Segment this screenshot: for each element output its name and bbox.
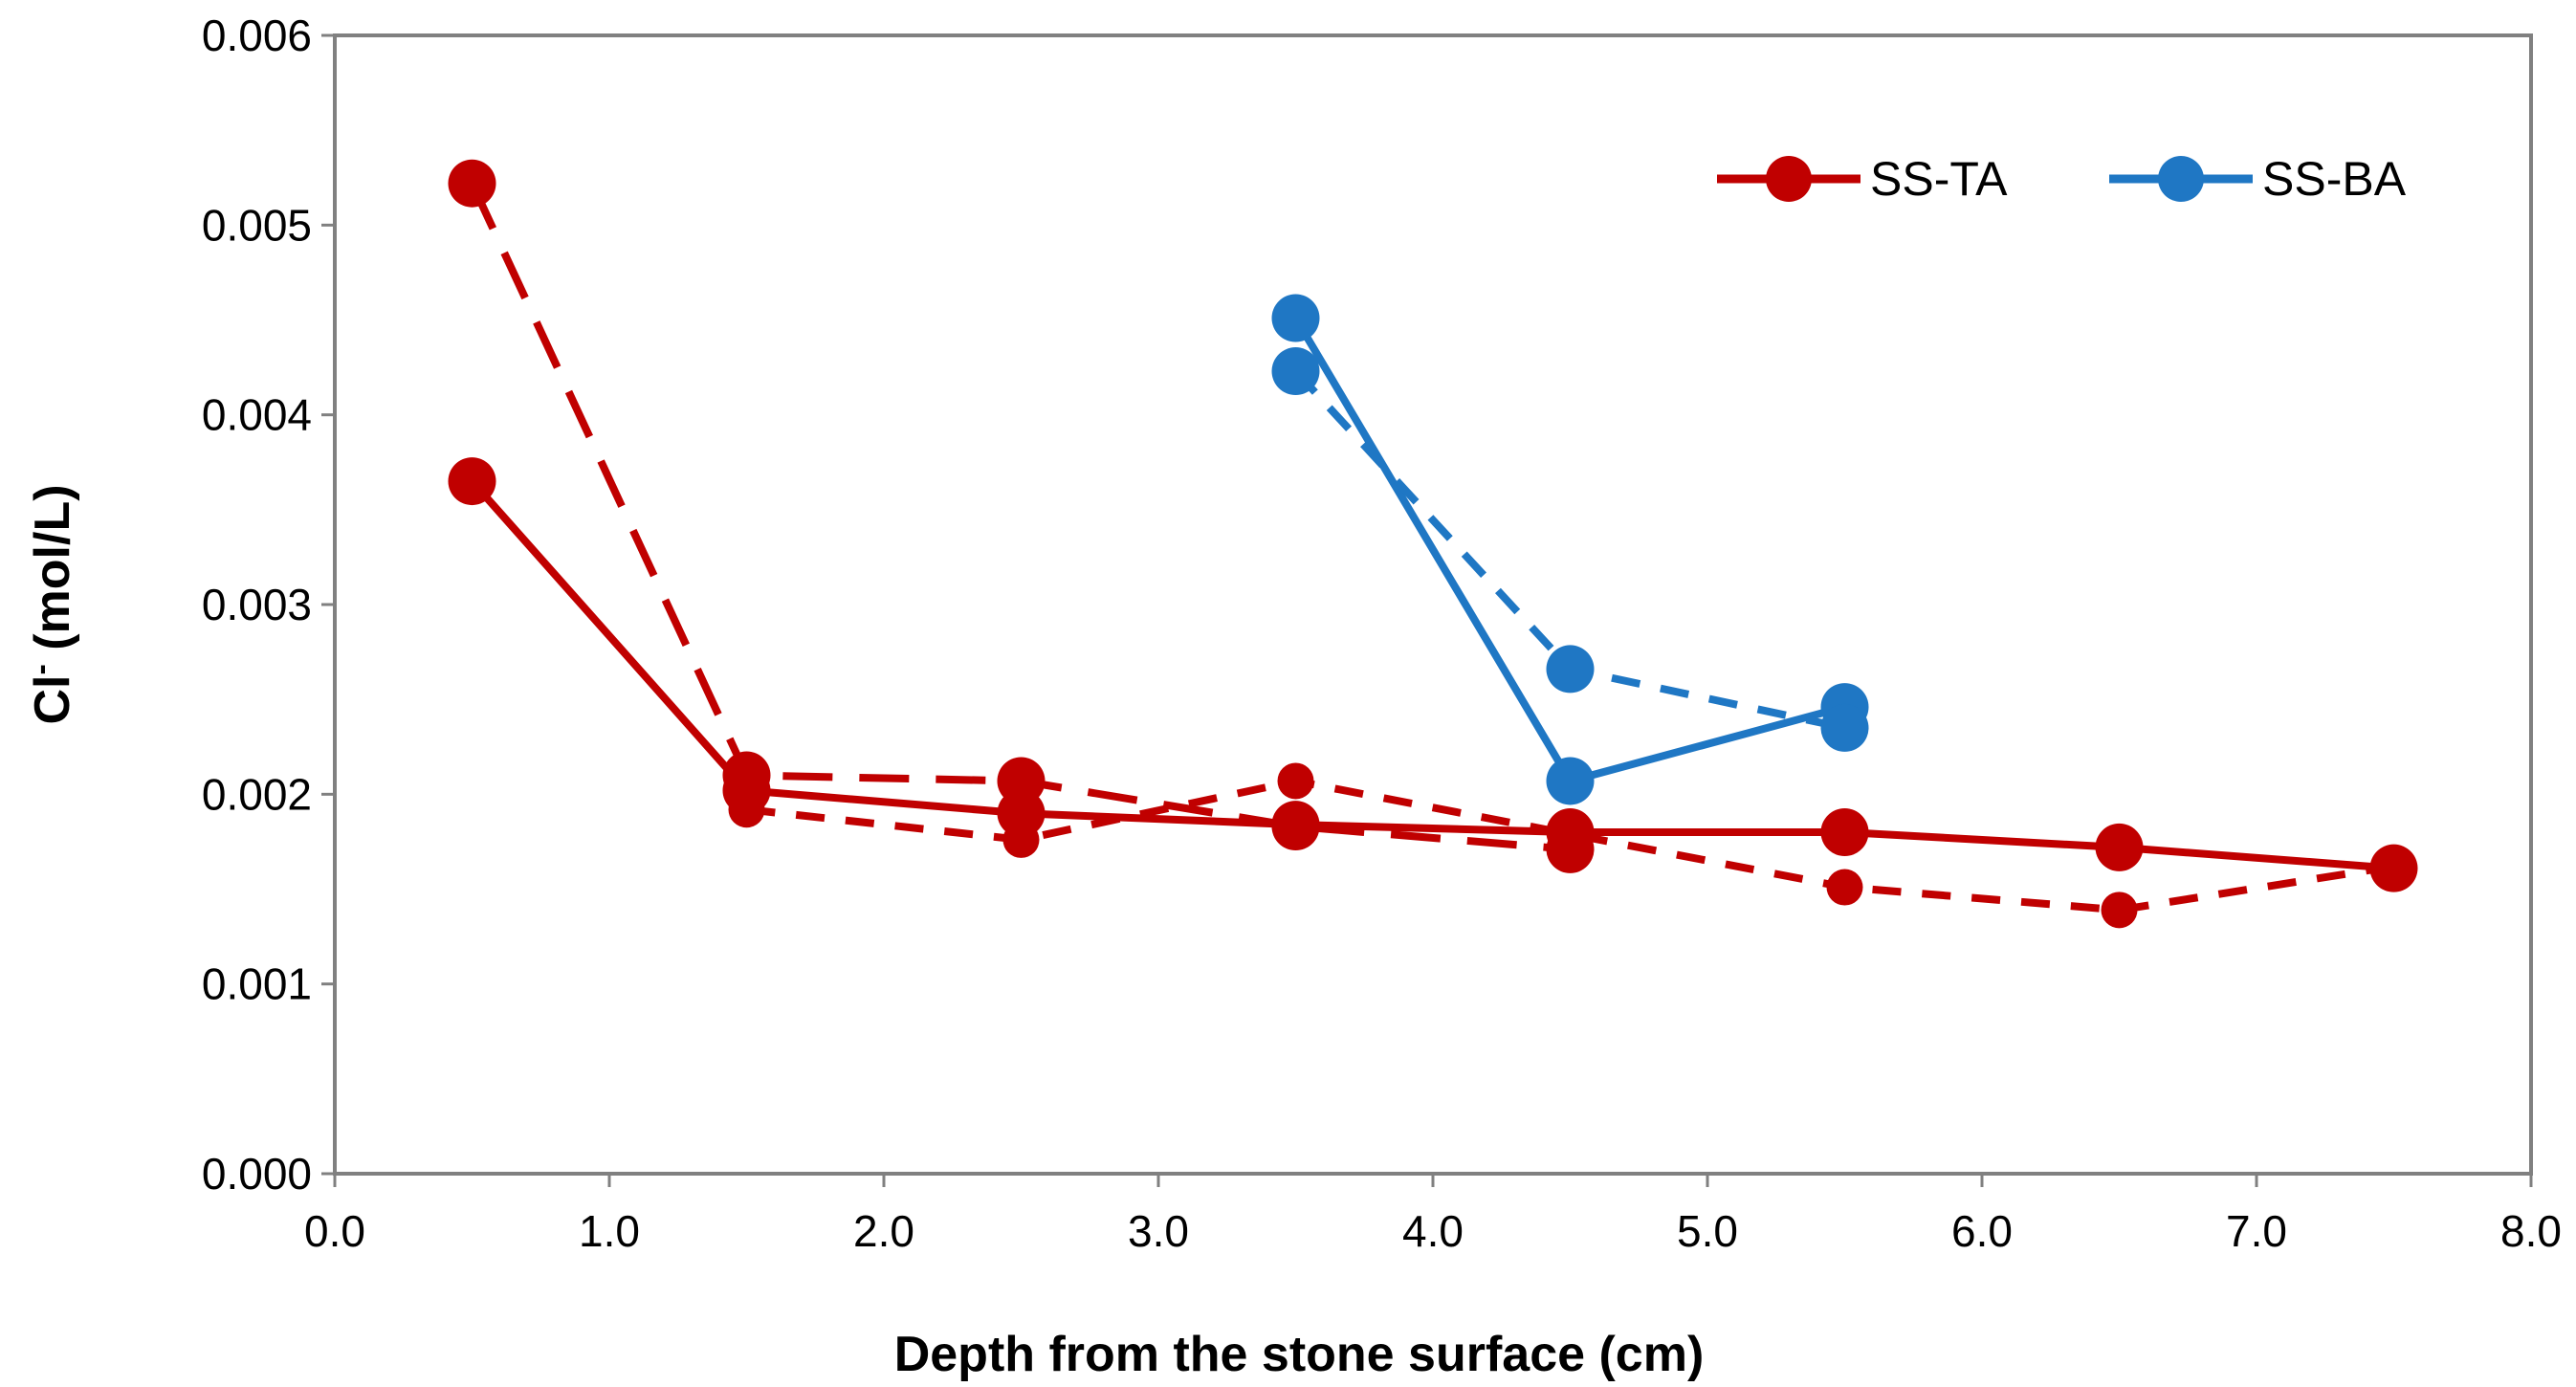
y-tick-label: 0.006 [202, 11, 312, 60]
data-point [722, 751, 771, 800]
x-axis: 0.0 1.0 2.0 3.0 4.0 5.0 6.0 7.0 8.0 [304, 1174, 2562, 1256]
data-point [1826, 869, 1863, 906]
y-tick-label: 0.001 [202, 959, 312, 1009]
data-point [448, 457, 496, 506]
x-tick-label: 8.0 [2500, 1206, 2562, 1256]
series-line [469, 478, 2394, 872]
y-axis-title-unit: (mol/L) [25, 484, 80, 664]
x-tick-label: 3.0 [1128, 1206, 1189, 1256]
plot-area [333, 33, 2533, 1176]
data-point [1271, 294, 1320, 342]
data-point [1546, 645, 1595, 694]
data-point [997, 757, 1046, 805]
data-point [1552, 815, 1589, 852]
legend: SS-TA SS-BA [1717, 152, 2407, 206]
x-tick-label: 7.0 [2226, 1206, 2287, 1256]
data-point [1546, 757, 1595, 805]
y-axis-title-superscript: - [23, 664, 59, 674]
y-tick-label: 0.004 [202, 390, 312, 440]
data-point [1002, 821, 1040, 858]
x-tick-label: 4.0 [1402, 1206, 1464, 1256]
y-tick-label: 0.002 [202, 769, 312, 819]
data-point [728, 791, 765, 828]
x-tick-label: 5.0 [1677, 1206, 1738, 1256]
data-point [1277, 762, 1314, 800]
data-point [448, 159, 496, 208]
data-point [2375, 848, 2412, 885]
legend-label-ss-ta: SS-TA [1870, 152, 2008, 206]
legend-label-ss-ba: SS-BA [2262, 152, 2407, 206]
y-tick-label: 0.005 [202, 200, 312, 250]
series-ss-ta-3 [728, 762, 2412, 929]
y-axis: 0.000 0.001 0.002 0.003 0.004 0.005 0.006 [202, 11, 335, 1199]
series-ss-ta-2 [448, 159, 1595, 873]
series-layer [448, 159, 2418, 929]
y-axis-title: Cl- (mol/L) [23, 484, 80, 724]
x-tick-label: 2.0 [853, 1206, 914, 1256]
y-axis-title-main: Cl [25, 675, 80, 725]
legend-marker-ss-ba [2158, 156, 2204, 202]
x-tick-label: 6.0 [1951, 1206, 2013, 1256]
data-point [1271, 803, 1320, 851]
data-point [1820, 703, 1869, 752]
y-tick-label: 0.003 [202, 580, 312, 629]
data-point [1820, 808, 1869, 856]
data-point [1271, 347, 1320, 396]
x-axis-title: Depth from the stone surface (cm) [894, 1327, 1705, 1382]
x-tick-label: 1.0 [579, 1206, 640, 1256]
series-ss-ba-5 [1271, 347, 1869, 752]
data-point [2101, 892, 2138, 929]
data-point [2095, 823, 2144, 871]
legend-marker-ss-ta [1766, 156, 1812, 202]
x-tick-label: 0.0 [304, 1206, 365, 1256]
y-tick-label: 0.000 [202, 1149, 312, 1199]
